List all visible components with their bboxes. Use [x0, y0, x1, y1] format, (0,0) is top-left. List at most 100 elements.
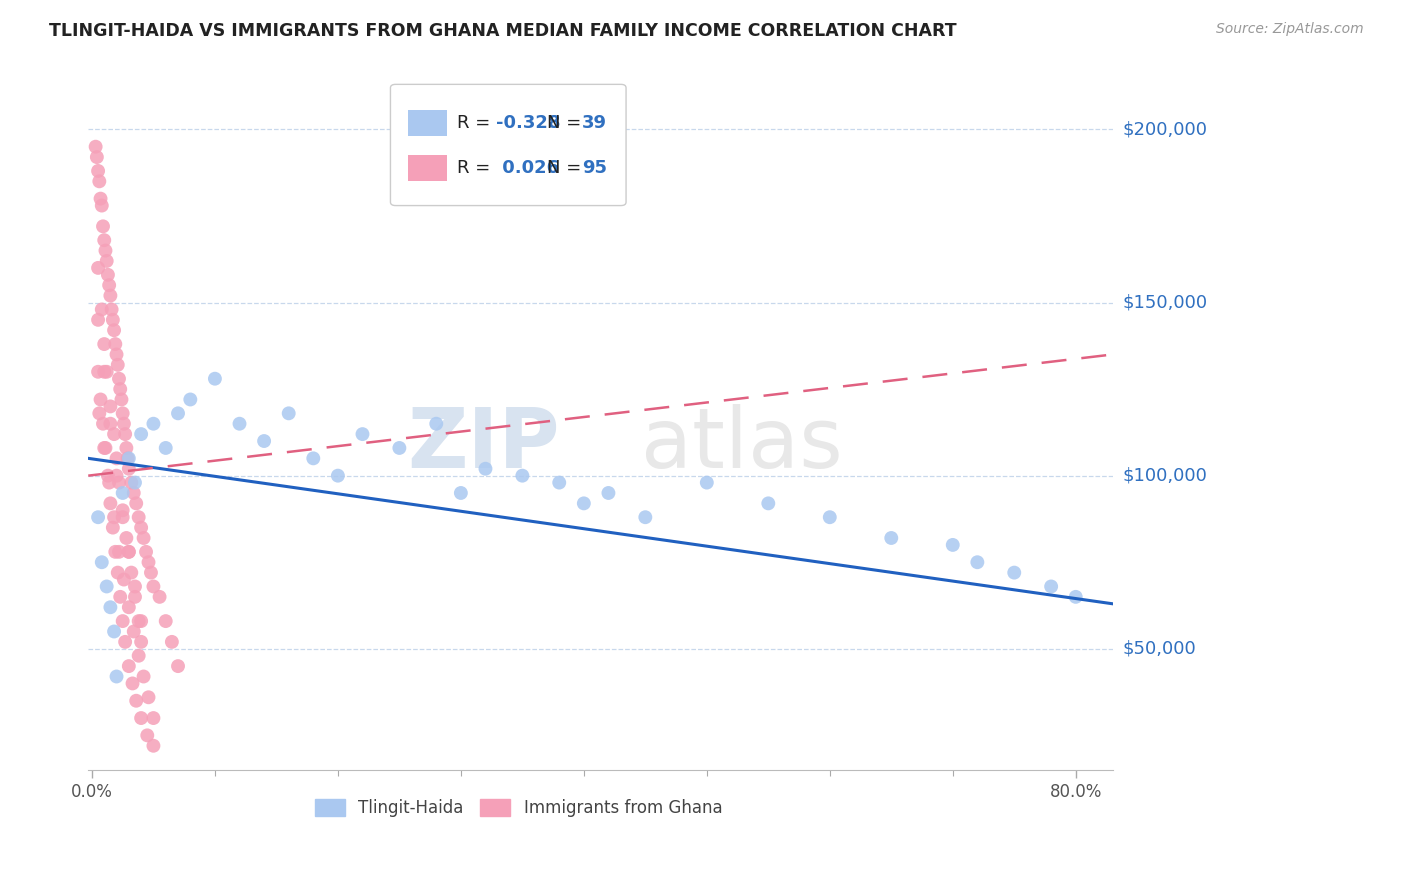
Point: [1064, 590, 1087, 604]
Point: [129, 614, 152, 628]
FancyBboxPatch shape: [408, 155, 447, 181]
Point: [818, 510, 841, 524]
Point: [90, 302, 112, 317]
Text: -0.328: -0.328: [496, 114, 561, 132]
Point: [132, 669, 155, 683]
Point: [572, 496, 595, 510]
Point: [548, 475, 571, 490]
Point: [179, 392, 201, 407]
Point: [105, 468, 128, 483]
Point: [253, 434, 276, 448]
Point: [117, 451, 139, 466]
Point: [118, 545, 141, 559]
Text: Source: ZipAtlas.com: Source: ZipAtlas.com: [1216, 22, 1364, 37]
Point: [100, 400, 122, 414]
Point: [93, 365, 115, 379]
Point: [128, 648, 150, 663]
Point: [138, 555, 160, 569]
Point: [142, 739, 165, 753]
Point: [96, 579, 118, 593]
Point: [352, 427, 374, 442]
Point: [90, 392, 112, 407]
Point: [128, 510, 150, 524]
Point: [148, 590, 170, 604]
Point: [124, 590, 146, 604]
Point: [115, 531, 138, 545]
Point: [942, 538, 965, 552]
Point: [90, 555, 112, 569]
Point: [89, 174, 111, 188]
Point: [93, 233, 115, 247]
Point: [103, 427, 125, 442]
Point: [108, 372, 131, 386]
Text: $150,000: $150,000: [1122, 293, 1208, 311]
Point: [103, 510, 125, 524]
Point: [111, 510, 134, 524]
Text: 0.026: 0.026: [496, 159, 560, 178]
Text: 39: 39: [582, 114, 607, 132]
Point: [160, 635, 183, 649]
Point: [277, 406, 299, 420]
Point: [101, 313, 124, 327]
Point: [142, 417, 165, 431]
Point: [90, 192, 112, 206]
Text: R =: R =: [457, 114, 491, 132]
Point: [136, 728, 159, 742]
Text: $50,000: $50,000: [1122, 640, 1197, 657]
Point: [118, 461, 141, 475]
Point: [142, 711, 165, 725]
Point: [121, 676, 143, 690]
Point: [122, 486, 145, 500]
Point: [98, 278, 121, 293]
Point: [302, 451, 325, 466]
Point: [108, 475, 131, 490]
Point: [1040, 579, 1063, 593]
Point: [228, 417, 250, 431]
Point: [135, 545, 157, 559]
Text: R =: R =: [457, 159, 491, 178]
Point: [880, 531, 903, 545]
Point: [110, 392, 132, 407]
Point: [155, 441, 177, 455]
Point: [97, 268, 120, 282]
Point: [91, 219, 114, 234]
Text: N =: N =: [547, 114, 582, 132]
Point: [129, 711, 152, 725]
Point: [142, 579, 165, 593]
FancyBboxPatch shape: [408, 110, 447, 136]
Point: [87, 260, 110, 275]
Point: [93, 337, 115, 351]
Point: [84, 139, 107, 153]
Point: [598, 486, 620, 500]
Point: [155, 614, 177, 628]
Point: [87, 510, 110, 524]
Point: [107, 566, 129, 580]
Point: [124, 579, 146, 593]
Point: [425, 417, 447, 431]
Point: [107, 358, 129, 372]
Point: [100, 496, 122, 510]
Point: [93, 441, 115, 455]
Point: [326, 468, 349, 483]
Point: [103, 624, 125, 639]
Point: [129, 635, 152, 649]
Point: [124, 475, 146, 490]
Point: [105, 451, 128, 466]
Text: ZIP: ZIP: [406, 404, 560, 485]
Text: atlas: atlas: [641, 404, 844, 485]
Point: [87, 164, 110, 178]
Point: [91, 417, 114, 431]
Point: [105, 669, 128, 683]
Point: [114, 427, 136, 442]
Point: [111, 503, 134, 517]
Point: [114, 635, 136, 649]
Point: [111, 406, 134, 420]
Point: [87, 365, 110, 379]
Point: [120, 475, 142, 490]
Point: [122, 624, 145, 639]
Point: [111, 614, 134, 628]
Point: [634, 510, 657, 524]
Point: [104, 545, 127, 559]
FancyBboxPatch shape: [391, 85, 626, 205]
Point: [129, 427, 152, 442]
